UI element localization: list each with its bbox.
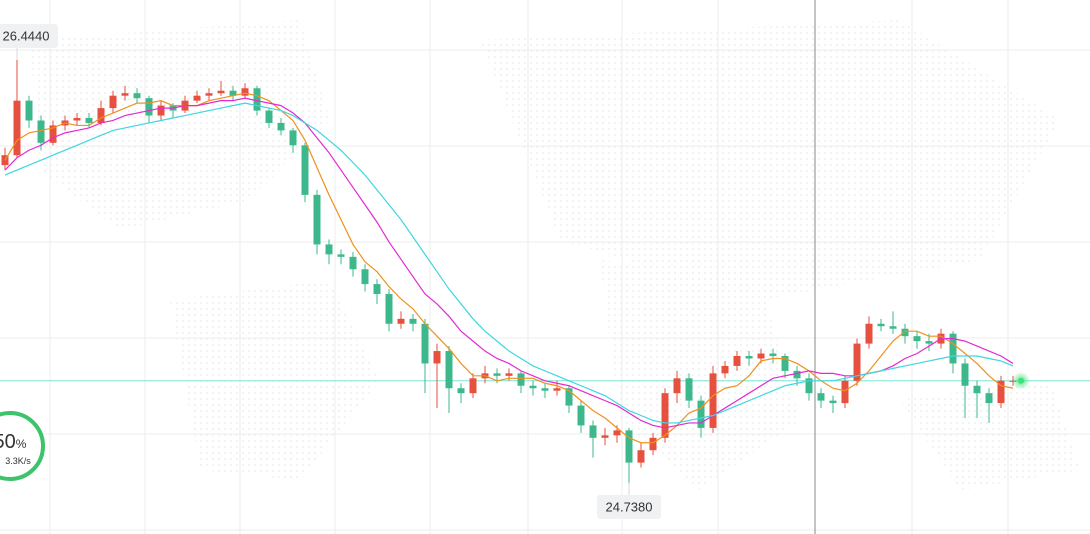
candle-body: [589, 425, 597, 438]
candle-body: [205, 93, 213, 96]
background-map: [30, 20, 1080, 490]
candle-body: [769, 353, 777, 356]
candle-body: [745, 356, 753, 359]
candle-body: [985, 393, 993, 404]
candle-body: [409, 318, 417, 324]
candle-body: [673, 378, 681, 394]
candle-body: [781, 356, 789, 371]
candle-body: [685, 378, 693, 401]
candle-body: [505, 373, 513, 376]
speed-gauge: 50% 3.3K/s: [0, 411, 45, 481]
candle-body: [889, 326, 897, 329]
candle-body: [637, 450, 645, 463]
candle-body: [397, 318, 405, 324]
candle-body: [121, 93, 129, 96]
candle-body: [661, 393, 669, 438]
candle-body: [853, 343, 861, 381]
candle-body: [973, 385, 981, 394]
candle-body: [349, 256, 357, 270]
candle-body: [793, 370, 801, 379]
candle-body: [133, 93, 141, 99]
candle-body: [877, 323, 885, 327]
candle-body: [73, 118, 81, 121]
candle-body: [541, 388, 549, 391]
gauge-ring: [0, 411, 45, 481]
gauge-rate: 3.3K/s: [5, 456, 31, 466]
candle-body: [829, 400, 837, 404]
gauge-unit: %: [16, 437, 27, 451]
candle-body: [313, 194, 321, 245]
label-box: [597, 494, 661, 519]
gauge-percent: 50%: [0, 431, 27, 453]
last-price-dot: [1018, 377, 1024, 384]
candle-body: [109, 95, 117, 109]
candle-body: [277, 122, 285, 131]
candle-body: [517, 373, 525, 386]
candle-body: [709, 373, 717, 428]
candle-body: [253, 88, 261, 111]
candle-body: [85, 118, 93, 123]
candle-body: [325, 244, 333, 255]
label-text: 24.7380: [606, 499, 653, 514]
candle-body: [37, 120, 45, 143]
candle-body: [301, 145, 309, 195]
candle-body: [25, 100, 33, 121]
candle-body: [601, 435, 609, 438]
candle-body: [961, 363, 969, 386]
candle-body: [49, 125, 57, 143]
candle-body: [433, 351, 441, 364]
extreme-price-label: 26.4440: [0, 23, 58, 60]
candle-body: [373, 284, 381, 295]
label-box: [0, 23, 58, 48]
candle-body: [337, 254, 345, 257]
candle-body: [529, 385, 537, 389]
gauge-value: 50: [0, 431, 16, 453]
candle-body: [361, 269, 369, 285]
candle-body: [217, 90, 225, 94]
candle-body: [697, 400, 705, 428]
candle-body: [97, 108, 105, 123]
extreme-price-label: 24.7380: [597, 482, 661, 519]
candle-body: [949, 333, 957, 364]
candle-body: [649, 437, 657, 451]
candle-body: [553, 388, 561, 391]
moving-average-line: [4, 102, 1014, 424]
candle-body: [265, 110, 273, 123]
candle-body: [721, 365, 729, 374]
candle-body: [625, 430, 633, 463]
candle-body: [241, 88, 249, 96]
candle-body: [469, 378, 477, 394]
candle-body: [445, 351, 453, 389]
candle-body: [997, 380, 1005, 404]
candle-body: [925, 341, 933, 344]
candle-body: [865, 323, 873, 344]
candle-body: [385, 294, 393, 324]
candle-body: [229, 90, 237, 96]
candle-body: [901, 328, 909, 337]
candle-body: [757, 353, 765, 359]
candle-body: [613, 430, 621, 436]
candle-body: [457, 388, 465, 394]
moving-average-line: [4, 97, 1014, 429]
candle-body: [841, 380, 849, 404]
candle-body: [577, 405, 585, 426]
candle-body: [193, 95, 201, 101]
candle-body: [913, 336, 921, 342]
candle-body: [145, 98, 153, 116]
candle-body: [421, 323, 429, 364]
candle-body: [565, 388, 573, 406]
candle-body: [817, 393, 825, 401]
label-text: 26.4440: [3, 28, 50, 43]
candle-body: [13, 100, 21, 156]
candle-body: [733, 356, 741, 366]
candle-body: [493, 373, 501, 376]
moving-average-line: [4, 92, 1014, 444]
candle-body: [157, 105, 165, 116]
candle-body: [805, 378, 813, 394]
candle-body: [289, 130, 297, 146]
